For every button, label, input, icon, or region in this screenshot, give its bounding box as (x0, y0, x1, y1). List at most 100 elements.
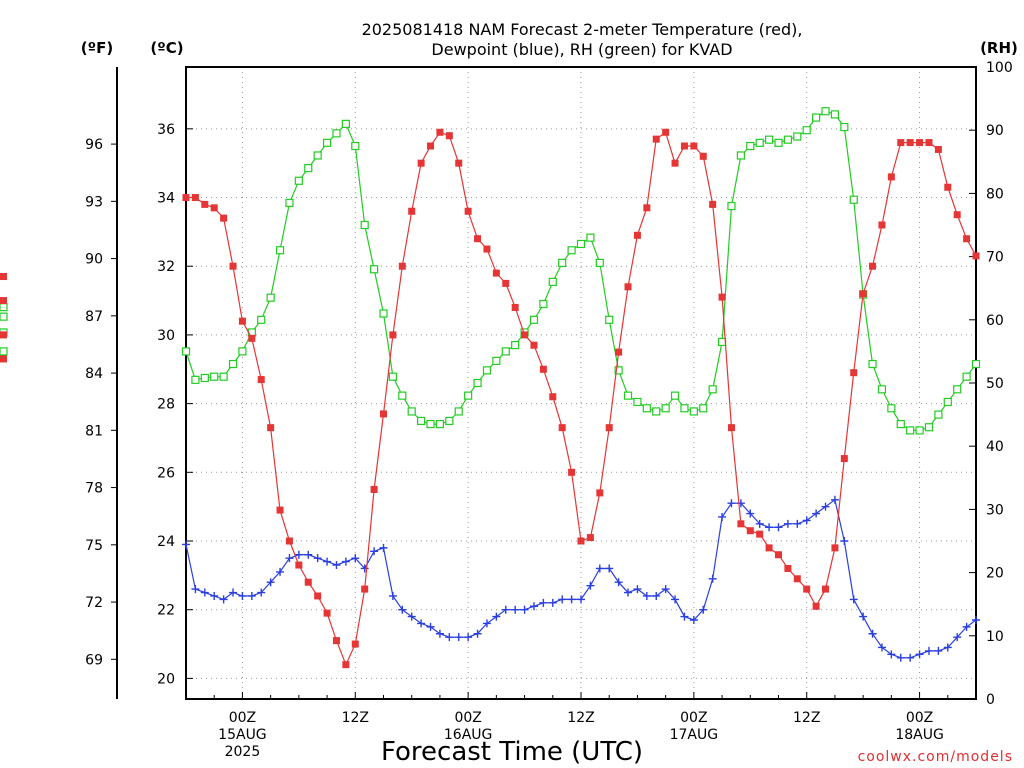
dewpoint-point (924, 646, 933, 655)
rh-tick-label: 50 (986, 376, 1004, 392)
dewpoint-point (351, 554, 360, 563)
dewpoint-point (266, 578, 275, 587)
rh-point (812, 113, 821, 122)
rh-point (924, 423, 934, 432)
temperature-point (756, 530, 764, 538)
temperature-point (408, 207, 416, 215)
dewpoint-point (699, 605, 708, 614)
temperature-point (483, 245, 491, 253)
rh-point (642, 404, 651, 413)
rh-point (623, 391, 633, 400)
rh-tick-label: 40 (986, 439, 1004, 455)
fahrenheit-tick-label: 90 (85, 252, 103, 268)
temperature-point (925, 139, 933, 147)
temperature-point (869, 262, 877, 270)
rh-point (426, 419, 435, 429)
rh-point (181, 347, 191, 356)
rh-point (388, 372, 398, 381)
temperature-point (389, 331, 397, 339)
temperature-point (850, 369, 858, 377)
temperature-point (474, 235, 482, 243)
dewpoint-point (736, 499, 745, 508)
temperature-point (934, 145, 942, 153)
temperature-point (831, 544, 839, 552)
rh-tick-label: 20 (986, 566, 1004, 582)
dewpoint-point (680, 612, 689, 621)
temperature-point (586, 534, 594, 542)
rh-point (0, 312, 8, 321)
temperature-point (0, 331, 7, 339)
rh-point (774, 138, 783, 147)
dewpoint-point (943, 643, 952, 652)
dewpoint-point (388, 591, 397, 600)
temperature-point (238, 317, 246, 325)
x-tick-label: 15AUG (218, 727, 267, 743)
x-tick-label: 16AUG (444, 727, 493, 743)
dewpoint-point (482, 619, 491, 628)
rh-point (934, 410, 943, 419)
rh-point (482, 366, 492, 375)
celsius-tick-label: 36 (157, 122, 175, 138)
rh-point (764, 135, 774, 144)
dewpoint-point (652, 591, 661, 600)
rh-point (793, 132, 802, 141)
rh-point (576, 239, 586, 249)
rh-point (332, 129, 341, 138)
temperature-point (445, 132, 453, 140)
dewpoint-point (285, 554, 294, 563)
temperature-point (624, 283, 632, 291)
dewpoint-point (887, 650, 896, 659)
temperature-point (257, 376, 265, 384)
rh-point (266, 293, 275, 302)
rh-point (454, 407, 463, 416)
dewpoint-point (783, 519, 792, 528)
dewpoint-point (915, 650, 924, 659)
temperature-point (332, 637, 340, 645)
dewpoint-point (435, 629, 444, 638)
temperature-point (709, 200, 717, 208)
temperature-point (295, 561, 303, 569)
dewpoint-point (821, 502, 830, 511)
dewpoint-point (313, 554, 322, 563)
rh-point (407, 407, 416, 416)
dewpoint-point (398, 605, 407, 614)
temperature-point (502, 279, 510, 287)
dewpoint-point (445, 633, 454, 642)
dewpoint-point (962, 622, 971, 631)
rh-point (633, 397, 642, 407)
dewpoint-point (191, 585, 200, 594)
dewpoint-point (746, 509, 755, 518)
dewpoint-point (539, 598, 548, 607)
rh-point (219, 372, 228, 381)
temperature-point (643, 204, 651, 212)
fahrenheit-tick-label: 96 (85, 137, 103, 153)
celsius-tick-label: 30 (157, 328, 175, 344)
rh-point (708, 385, 717, 394)
temperature-point (944, 183, 952, 191)
rh-point (746, 141, 755, 151)
temperature-point (549, 393, 557, 401)
temperature-point (671, 159, 679, 167)
celsius-tick-label: 32 (157, 259, 175, 275)
rh-point (228, 359, 238, 369)
rh-point (868, 359, 877, 369)
dewpoint-point (896, 653, 905, 662)
dewpoint-point (567, 595, 576, 604)
dewpoint-point (595, 564, 604, 573)
rh-point (304, 164, 313, 173)
dewpoint-point (830, 495, 839, 504)
temperature-point (248, 334, 256, 342)
temperature-point (887, 173, 895, 181)
temperature-point (916, 139, 924, 147)
dewpoint-point (210, 591, 219, 600)
dewpoint-point (501, 605, 510, 614)
temperature-point (0, 355, 7, 363)
rh-unit-label: (RH) (980, 39, 1018, 57)
x-tick-label: 00Z (229, 710, 256, 726)
rh-point (238, 347, 247, 356)
rh-point (313, 151, 322, 160)
rh-point (906, 426, 915, 435)
dewpoint-point (407, 612, 416, 621)
fahrenheit-tick-label: 78 (85, 481, 103, 497)
temperature-point (784, 564, 792, 572)
